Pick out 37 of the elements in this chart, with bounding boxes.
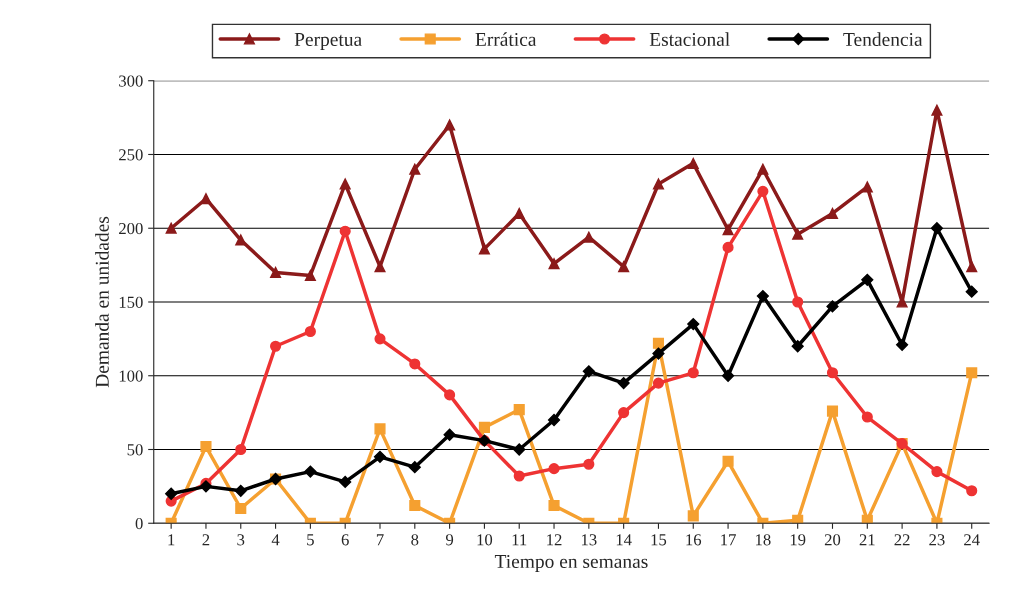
x-tick-label: 13 xyxy=(581,534,597,546)
x-tick-label: 17 xyxy=(721,534,736,546)
x-tick-label: 1 xyxy=(168,534,175,546)
x-tick-label: 7 xyxy=(376,534,384,546)
y-tick-label: 300 xyxy=(119,75,143,87)
y-tick-label: 200 xyxy=(119,222,143,235)
x-tick-label: 5 xyxy=(307,534,314,546)
x-tick-label: 22 xyxy=(894,534,910,546)
y-axis-title: Demanda en unidades xyxy=(95,216,109,388)
legend-label: Estacional xyxy=(649,32,730,46)
x-tick-label: 23 xyxy=(929,534,945,546)
x-tick-label: 15 xyxy=(651,534,667,546)
x-tick-label: 18 xyxy=(756,534,771,546)
x-axis-title: Tiempo en semanas xyxy=(494,554,648,572)
x-tick-label: 11 xyxy=(512,534,527,546)
x-tick-label: 8 xyxy=(411,534,419,546)
x-tick-label: 4 xyxy=(271,534,280,546)
x-tick-label: 2 xyxy=(202,534,210,546)
x-tick-label: 16 xyxy=(686,534,702,546)
x-tick-label: 3 xyxy=(237,534,245,546)
x-tick-label: 10 xyxy=(477,534,493,546)
x-tick-label: 19 xyxy=(790,534,806,546)
x-tick-label: 24 xyxy=(964,534,980,546)
legend-label: Errática xyxy=(475,32,537,46)
x-tick-label: 20 xyxy=(824,534,841,546)
y-tick-label: 250 xyxy=(119,149,143,161)
y-tick-label: 50 xyxy=(127,444,143,456)
y-tick-label: 100 xyxy=(119,370,143,382)
y-tick-label: 150 xyxy=(119,296,143,308)
legend-label: Perpetua xyxy=(294,33,362,50)
x-tick-label: 12 xyxy=(547,534,562,546)
x-tick-label: 6 xyxy=(341,534,349,546)
x-tick-label: 14 xyxy=(616,534,632,546)
legend-label: Tendencia xyxy=(843,32,923,46)
x-tick-label: 21 xyxy=(859,534,875,546)
y-tick-label: 0 xyxy=(135,517,143,530)
x-tick-label: 9 xyxy=(445,534,454,546)
